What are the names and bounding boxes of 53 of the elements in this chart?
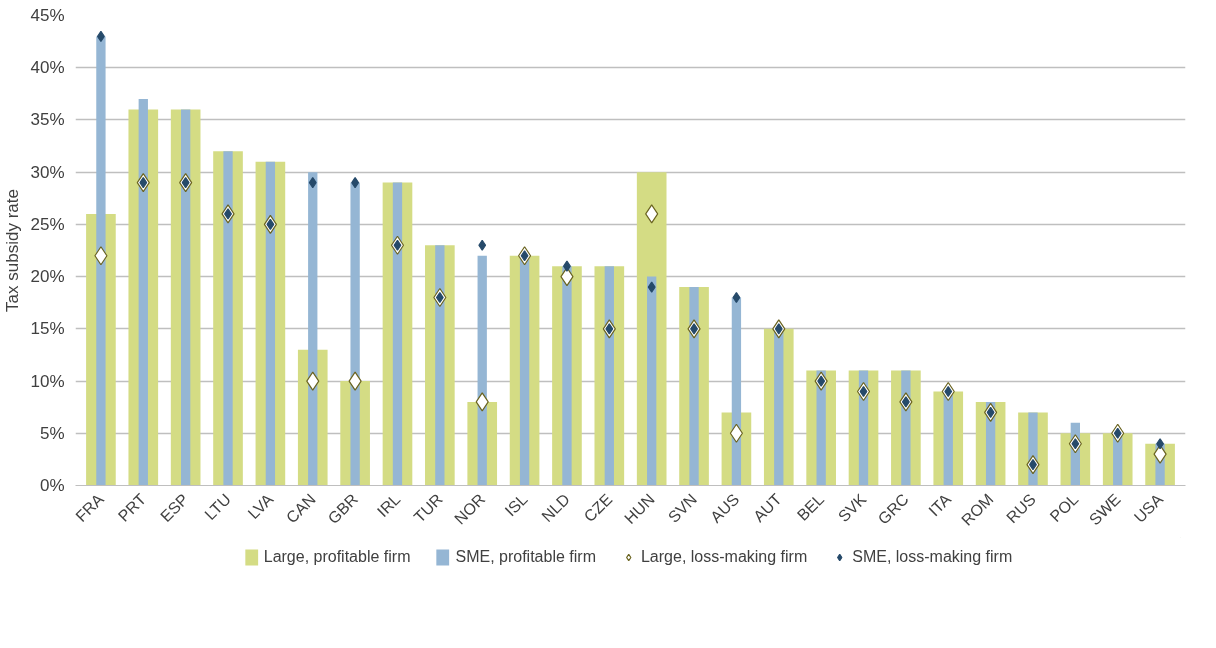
bar [223, 151, 233, 486]
point [729, 423, 744, 443]
x-tick-label: FRA [72, 490, 108, 526]
point [351, 177, 360, 189]
y-tick-label: 20% [30, 267, 65, 287]
bar [392, 182, 403, 486]
y-tick-label: 45% [30, 6, 65, 25]
y-tick-label: 15% [30, 319, 65, 339]
y-tick-label: 35% [30, 110, 65, 130]
x-tick-label: ITA [925, 490, 955, 520]
legend-label: Large, loss-making firm [640, 548, 808, 566]
y-tick-label: 0% [39, 476, 65, 495]
x-tick-label: BEL [793, 490, 828, 524]
bar [604, 266, 614, 486]
x-tick-label: TUR [410, 490, 446, 526]
x-tick-label: LTU [201, 490, 235, 524]
legend-label: SME, profitable firm [455, 548, 596, 566]
x-tick-label: USA [1130, 490, 1167, 526]
point [645, 204, 659, 224]
bar [265, 161, 276, 486]
bar [435, 245, 445, 486]
x-tick-label: POL [1046, 490, 1082, 526]
x-tick-label: ISL [501, 490, 531, 520]
bar [138, 99, 148, 486]
bar [477, 255, 487, 486]
x-tick-label: NLD [538, 490, 573, 526]
y-tick-label: 25% [30, 214, 65, 234]
point [348, 371, 362, 391]
bar [647, 276, 657, 486]
point [306, 371, 320, 391]
bar [350, 182, 360, 486]
legend-label: SME, loss-making firm [852, 548, 1013, 566]
bar [180, 109, 191, 486]
point [94, 246, 108, 266]
point [475, 392, 489, 412]
point [308, 177, 317, 189]
point [1156, 438, 1165, 450]
y-tick-label: 10% [30, 371, 65, 391]
bar [308, 172, 318, 486]
point [96, 30, 105, 42]
point [647, 281, 656, 293]
point [560, 267, 574, 287]
y-tick-label: 30% [30, 162, 65, 182]
legend-label: Large, profitable firm [263, 548, 411, 566]
y-tick-label: 40% [30, 58, 65, 78]
y-axis-title: Tax subsidy rate [3, 189, 23, 312]
bar [96, 36, 106, 486]
x-tick-label: IRL [373, 490, 404, 521]
x-tick-label: LVA [244, 490, 277, 523]
y-tick-label: 5% [39, 423, 65, 443]
bar [562, 266, 572, 486]
bar [689, 287, 699, 486]
point [478, 239, 487, 251]
